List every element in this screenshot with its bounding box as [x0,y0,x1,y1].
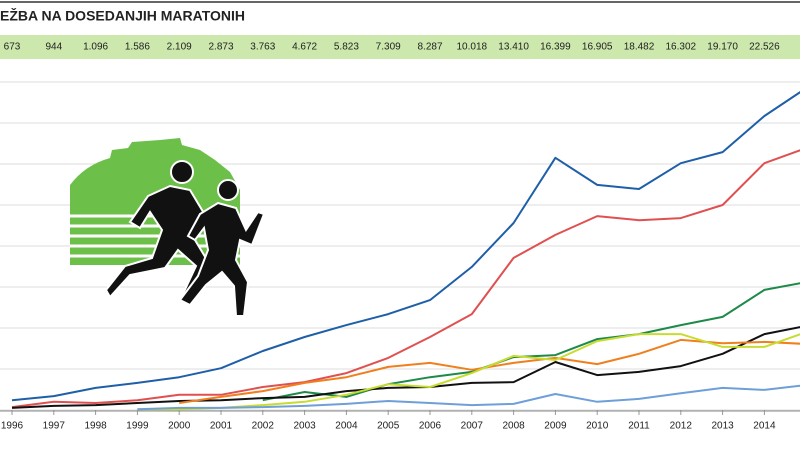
x-tick-label: 2000 [168,421,191,432]
total-label: 16.302 [666,42,697,53]
x-tick-label: 1998 [84,421,107,432]
total-label: 673 [4,42,21,53]
total-label: 1.096 [83,42,108,53]
total-label: 5.823 [334,42,359,53]
series-line [137,333,800,411]
x-tick-label: 2010 [586,421,609,432]
total-label: 2.109 [167,42,192,53]
x-tick-label: 2008 [502,421,525,432]
x-tick-label: 2002 [252,421,275,432]
x-tick-label: 1999 [126,421,149,432]
series-line [137,384,800,411]
x-tick-label: 2004 [335,421,358,432]
total-label: 2.873 [208,42,233,53]
total-label: 19.170 [707,42,738,53]
total-label: 944 [45,42,62,53]
total-label: 4.672 [292,42,317,53]
x-tick-label: 2013 [711,421,734,432]
total-label: 10.018 [457,42,488,53]
chart-title: EŽBA NA DOSEDANJIH MARATONIH [0,7,245,24]
series-line [11,149,800,409]
runner-logo [70,138,266,317]
total-label: 16.905 [582,42,613,53]
x-tick-label: 2003 [293,421,316,432]
total-label: 7.309 [376,42,401,53]
series-line [262,282,800,402]
total-label: 13.410 [498,42,529,53]
total-label: 16.399 [540,42,571,53]
series-line [11,326,800,409]
total-label: 18.482 [624,42,655,53]
totals-band [0,35,800,59]
x-tick-label: 2007 [461,421,484,432]
x-tick-label: 2014 [753,421,776,432]
x-tick-label: 2012 [670,421,693,432]
x-tick-label: 2006 [419,421,442,432]
series-line [179,338,800,404]
x-tick-label: 2011 [628,421,650,432]
total-label: 3.763 [250,42,275,53]
series-line [11,91,800,402]
total-label: 1.586 [125,42,150,53]
x-tick-label: 2005 [377,421,400,432]
x-tick-label: 1997 [43,421,66,432]
total-label: 8.287 [417,42,442,53]
x-tick-label: 2001 [210,421,233,432]
x-tick-label: 1996 [1,421,24,432]
total-label: 22.526 [749,42,780,53]
x-tick-label: 2009 [544,421,567,432]
